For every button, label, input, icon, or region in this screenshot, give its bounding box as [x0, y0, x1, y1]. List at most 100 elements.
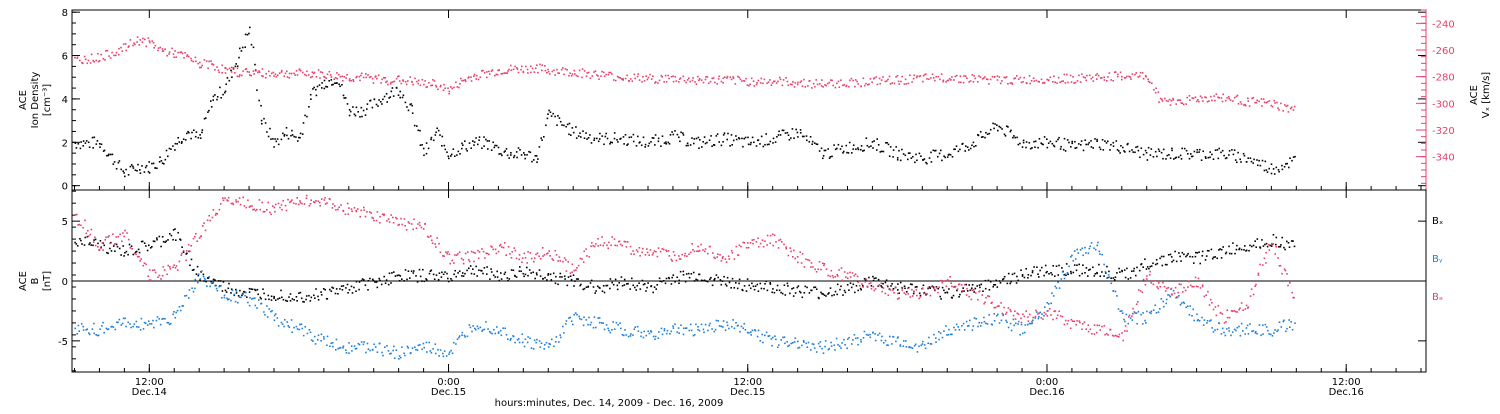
data-point-density-velocity-s1 — [199, 61, 201, 64]
data-point-density-velocity-s0 — [738, 137, 741, 140]
data-point-density-velocity-s0 — [241, 46, 244, 49]
data-point-magnetic-field-s0 — [959, 293, 961, 296]
data-point-magnetic-field-s1 — [410, 352, 412, 354]
data-point-magnetic-field-s1 — [765, 331, 768, 334]
data-point-density-velocity-s1 — [486, 71, 488, 73]
data-point-density-velocity-s0 — [447, 155, 450, 158]
data-point-magnetic-field-s1 — [429, 350, 432, 352]
data-point-magnetic-field-s2 — [1233, 310, 1236, 312]
data-point-density-velocity-s1 — [244, 68, 247, 71]
data-point-magnetic-field-s2 — [876, 285, 879, 288]
data-point-density-velocity-s1 — [935, 75, 937, 78]
data-point-magnetic-field-s2 — [1027, 320, 1030, 322]
data-point-magnetic-field-s0 — [831, 294, 833, 297]
data-point-magnetic-field-s1 — [1231, 331, 1234, 333]
data-point-magnetic-field-s0 — [1054, 275, 1056, 277]
data-point-magnetic-field-s0 — [1009, 282, 1011, 285]
data-point-magnetic-field-s2 — [956, 288, 959, 290]
data-point-magnetic-field-s2 — [712, 252, 714, 254]
data-point-magnetic-field-s2 — [281, 208, 283, 211]
data-point-magnetic-field-s2 — [123, 235, 125, 238]
data-point-magnetic-field-s0 — [922, 284, 925, 287]
data-point-magnetic-field-s0 — [416, 281, 419, 283]
data-point-magnetic-field-s1 — [329, 345, 331, 348]
data-point-magnetic-field-s2 — [460, 257, 463, 260]
data-point-density-velocity-s0 — [109, 153, 112, 156]
data-point-magnetic-field-s0 — [464, 272, 466, 275]
data-point-density-velocity-s1 — [372, 82, 375, 84]
data-point-density-velocity-s0 — [443, 144, 446, 147]
data-point-magnetic-field-s1 — [1258, 324, 1261, 326]
data-point-magnetic-field-s2 — [599, 244, 602, 246]
data-point-magnetic-field-s1 — [767, 335, 770, 337]
data-point-density-velocity-s1 — [1235, 95, 1238, 98]
data-point-density-velocity-s0 — [1096, 138, 1098, 141]
data-point-magnetic-field-s0 — [561, 276, 563, 278]
data-point-density-velocity-s0 — [1033, 140, 1035, 143]
data-point-magnetic-field-s1 — [927, 342, 929, 344]
data-point-magnetic-field-s0 — [1116, 272, 1118, 274]
data-point-density-velocity-s0 — [827, 148, 829, 150]
data-point-density-velocity-s0 — [360, 106, 363, 109]
data-point-magnetic-field-s0 — [1118, 267, 1120, 270]
data-point-density-velocity-s0 — [1144, 149, 1147, 152]
data-point-magnetic-field-s2 — [315, 200, 317, 202]
data-point-magnetic-field-s0 — [552, 272, 555, 275]
data-point-magnetic-field-s0 — [164, 241, 167, 243]
data-point-density-velocity-s0 — [1256, 159, 1258, 161]
data-point-magnetic-field-s1 — [407, 347, 409, 349]
data-point-magnetic-field-s1 — [395, 349, 398, 351]
data-point-density-velocity-s0 — [711, 145, 713, 147]
data-point-magnetic-field-s1 — [1185, 306, 1187, 309]
data-point-magnetic-field-s1 — [737, 324, 739, 327]
data-point-magnetic-field-s0 — [946, 291, 949, 294]
data-point-magnetic-field-s1 — [376, 351, 379, 353]
data-point-density-velocity-s0 — [434, 134, 437, 136]
data-point-magnetic-field-s1 — [619, 322, 621, 324]
data-point-density-velocity-s1 — [1292, 109, 1295, 111]
data-point-density-velocity-s1 — [1210, 95, 1212, 98]
data-point-magnetic-field-s1 — [704, 323, 707, 326]
data-point-magnetic-field-s2 — [486, 252, 489, 255]
data-point-magnetic-field-s0 — [823, 294, 826, 296]
data-point-magnetic-field-s0 — [989, 280, 992, 283]
data-point-magnetic-field-s2 — [274, 210, 276, 213]
data-point-density-velocity-s1 — [893, 82, 896, 85]
data-point-magnetic-field-s1 — [551, 338, 553, 341]
data-point-magnetic-field-s1 — [93, 322, 95, 325]
data-point-magnetic-field-s1 — [1009, 322, 1012, 325]
data-point-density-velocity-s1 — [791, 83, 793, 86]
data-point-magnetic-field-s2 — [1134, 312, 1136, 314]
data-point-magnetic-field-s0 — [721, 280, 724, 282]
data-point-magnetic-field-s2 — [571, 271, 573, 273]
data-point-density-velocity-s0 — [148, 161, 150, 163]
data-point-density-velocity-s0 — [774, 141, 777, 143]
data-point-magnetic-field-s1 — [612, 321, 614, 323]
data-point-magnetic-field-s2 — [1069, 327, 1072, 330]
data-point-density-velocity-s0 — [323, 79, 326, 82]
data-point-magnetic-field-s1 — [158, 318, 160, 320]
data-point-magnetic-field-s0 — [968, 284, 970, 286]
data-point-magnetic-field-s1 — [585, 319, 588, 321]
data-point-magnetic-field-s0 — [764, 283, 766, 285]
data-point-magnetic-field-s2 — [882, 287, 885, 289]
data-point-magnetic-field-s2 — [889, 289, 892, 291]
data-point-density-velocity-s1 — [464, 80, 467, 83]
data-point-magnetic-field-s1 — [784, 342, 786, 345]
data-point-density-velocity-s1 — [753, 85, 756, 87]
data-point-magnetic-field-s1 — [543, 343, 546, 346]
data-point-density-velocity-s0 — [378, 99, 380, 101]
data-point-magnetic-field-s1 — [902, 345, 905, 347]
data-point-density-velocity-s0 — [1043, 136, 1046, 138]
data-point-magnetic-field-s0 — [589, 282, 592, 284]
data-point-magnetic-field-s0 — [256, 288, 259, 291]
data-point-density-velocity-s0 — [309, 93, 312, 96]
data-point-magnetic-field-s0 — [798, 290, 801, 293]
data-point-density-velocity-s0 — [941, 159, 943, 162]
data-point-density-velocity-s1 — [448, 90, 451, 93]
data-point-magnetic-field-s1 — [1032, 319, 1034, 322]
data-point-density-velocity-s0 — [1275, 166, 1278, 169]
data-point-magnetic-field-s1 — [80, 323, 83, 325]
data-point-magnetic-field-s1 — [787, 345, 789, 348]
data-point-density-velocity-s1 — [946, 79, 949, 82]
